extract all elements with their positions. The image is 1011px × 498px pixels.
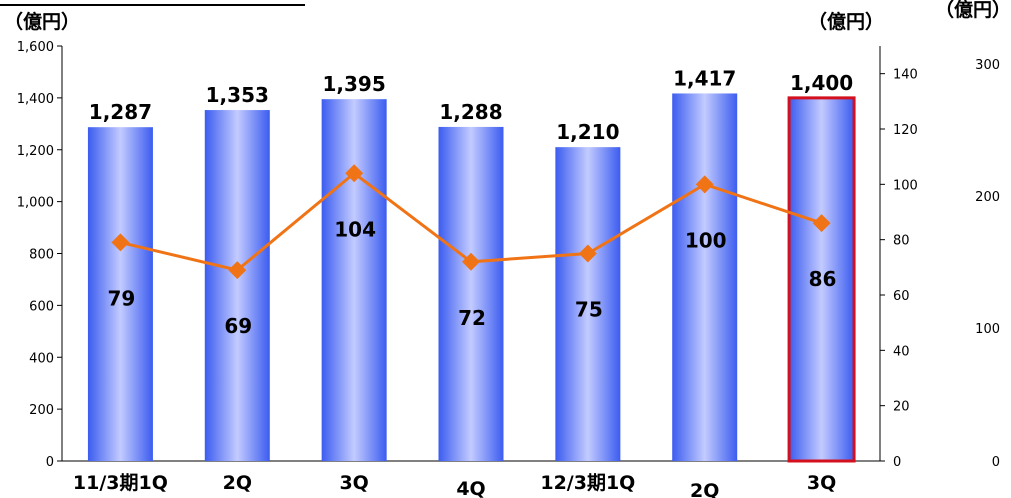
left-tick-label: 600 [29, 299, 54, 314]
line-value-label: 86 [809, 267, 837, 291]
line-value-label: 75 [575, 298, 603, 322]
line-value-label: 79 [108, 286, 136, 310]
line-point-marker [578, 244, 597, 263]
bar-value-label: 1,417 [673, 66, 736, 90]
right-axis-unit: （億円） [808, 10, 884, 33]
category-label: 2Q [223, 472, 252, 494]
far-right-axis-unit: （億円） [935, 0, 1011, 21]
category-label: 2Q [690, 480, 719, 498]
left-tick-label: 400 [29, 351, 54, 366]
line-series: 79 69 104 72 75 100 86 [108, 164, 837, 338]
right-axis-ticks: 0 20 40 60 80 100 120 140 [880, 68, 918, 470]
category-label: 12/3期1Q [540, 472, 635, 494]
left-axis-unit: （億円） [4, 10, 80, 33]
right-tick-label: 40 [893, 344, 910, 359]
line-point-marker [462, 252, 480, 271]
category-label: 3Q [807, 472, 836, 494]
bar [87, 127, 153, 461]
right-tick-label: 80 [893, 234, 910, 249]
left-tick-label: 1,200 [17, 144, 54, 159]
bar [555, 147, 621, 461]
bar [789, 97, 855, 461]
far-right-axis-ticks: 0 100 200 300 [975, 58, 1000, 470]
left-tick-label: 0 [46, 455, 54, 470]
left-tick-label: 800 [29, 248, 54, 263]
line-value-label: 100 [685, 228, 727, 252]
bar [438, 126, 504, 462]
bar [321, 99, 387, 461]
bar-value-label: 1,395 [323, 72, 386, 96]
line-point-marker [111, 233, 130, 252]
bar-value-label: 1,210 [556, 120, 619, 144]
left-tick-label: 1,600 [17, 40, 54, 55]
bar [204, 110, 270, 462]
bar-value-label: 1,400 [790, 71, 853, 95]
line-point-marker [812, 214, 831, 233]
far-right-tick-label: 0 [992, 455, 1000, 470]
left-tick-label: 1,000 [17, 196, 54, 211]
bar-highlight-frame [787, 96, 856, 463]
right-tick-label: 100 [893, 178, 918, 193]
right-tick-label: 120 [893, 123, 918, 138]
far-right-tick-label: 200 [975, 190, 1000, 205]
left-axis-ticks: 0 200 400 600 800 1,000 1,200 1,400 1,600 [17, 40, 62, 470]
category-label: 4Q [456, 478, 485, 498]
far-right-tick-label: 100 [975, 322, 1000, 337]
category-label: 3Q [339, 472, 368, 494]
right-tick-label: 20 [893, 400, 910, 415]
left-tick-label: 200 [29, 403, 54, 418]
right-tick-label: 0 [893, 455, 901, 470]
line-point-marker [345, 164, 364, 183]
bar-value-label: 1,288 [439, 100, 502, 124]
line-value-label: 69 [224, 314, 252, 338]
line-point-marker [695, 175, 714, 194]
bar [672, 93, 738, 461]
category-labels: 11/3期1Q 2Q 3Q 4Q 12/3期1Q 2Q 3Q [73, 472, 836, 498]
far-right-tick-label: 300 [975, 58, 1000, 73]
line-value-label: 72 [458, 306, 486, 330]
bar-series: 1,287 1,353 1,395 1,288 1,210 1,417 1,400 [87, 66, 856, 463]
bar-value-label: 1,353 [206, 83, 269, 107]
right-tick-label: 140 [893, 68, 918, 83]
left-tick-label: 1,400 [17, 92, 54, 107]
right-tick-label: 60 [893, 289, 910, 304]
line-point-marker [228, 261, 247, 280]
bar-value-label: 1,287 [89, 100, 152, 124]
category-label: 11/3期1Q [73, 472, 168, 494]
line-value-label: 104 [334, 217, 376, 241]
